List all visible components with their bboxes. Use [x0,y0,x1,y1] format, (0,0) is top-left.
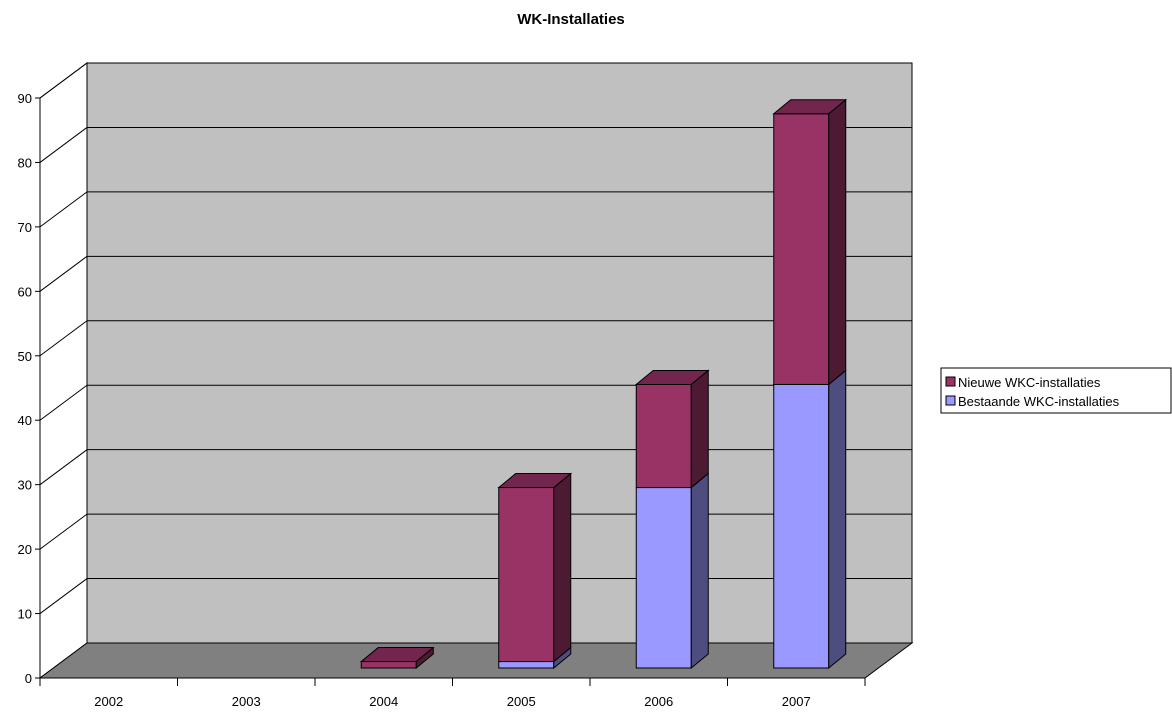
legend-label: Nieuwe WKC-installaties [958,375,1101,390]
y-tick-label: 10 [18,607,32,622]
gridline-side [39,384,88,421]
bar-front [635,487,692,669]
bar-top [772,99,848,115]
gridline-side [39,578,88,614]
x-axis: 2002 2003 2004 2005 2006 2007 [39,677,866,709]
y-tick-label: 90 [18,91,32,106]
x-tick-label: 2006 [644,694,673,709]
bar-side [690,472,709,670]
bar-front [773,383,830,669]
y-tick-label: 40 [18,413,32,428]
gridline-side [39,449,88,486]
side-wall [39,62,88,679]
bar-top [634,369,710,385]
bar-2004-nieuwe-wkc-installaties [359,646,435,670]
bar-front [498,487,555,663]
gridline-side [39,127,88,163]
bars [359,98,848,670]
x-tick-label: 2003 [232,694,261,709]
gridline-side [39,255,88,292]
bar-2006-bestaande-wkc-installaties [635,472,709,670]
y-tick-label: 30 [18,478,32,493]
gridline-side [39,62,88,99]
x-tick-label: 2007 [782,694,811,709]
x-tick-label: 2004 [369,694,398,709]
chart-title: WK-Installaties [517,11,625,28]
legend-label: Bestaande WKC-installaties [958,394,1120,409]
bar-side [828,369,847,670]
bar-top [359,647,435,663]
legend-swatch [945,395,956,406]
y-tick-label: 20 [18,542,32,557]
gridline-side [39,320,88,357]
bar-2007-bestaande-wkc-installaties [773,369,847,670]
bar-2007-nieuwe-wkc-installaties [772,98,848,386]
y-axis: 0 10 20 30 40 50 60 70 80 90 [18,91,41,686]
legend-box [940,367,1172,414]
legend: Nieuwe WKC-installaties Bestaande WKC-ins… [940,367,1172,414]
bar-front [773,113,830,385]
legend-swatch [945,376,956,387]
bar-front [635,383,692,489]
y-tick-label: 60 [18,284,32,299]
bar-side [553,472,572,663]
gridline-side [39,513,88,550]
bar-side [690,369,709,489]
y-tick-label: 50 [18,349,32,364]
bar-front [498,661,555,669]
x-tick-label: 2002 [94,694,123,709]
gridline-side [39,191,88,228]
bar-front [360,661,417,669]
y-tick-label: 80 [18,155,32,170]
y-tick-label: 70 [18,220,32,235]
bar-2005-nieuwe-wkc-installaties [497,472,573,663]
bar-side [828,98,847,386]
x-tick-label: 2005 [507,694,536,709]
y-tick-label: 0 [25,671,32,686]
bar-2006-nieuwe-wkc-installaties [634,369,710,489]
bar-top [497,473,573,489]
